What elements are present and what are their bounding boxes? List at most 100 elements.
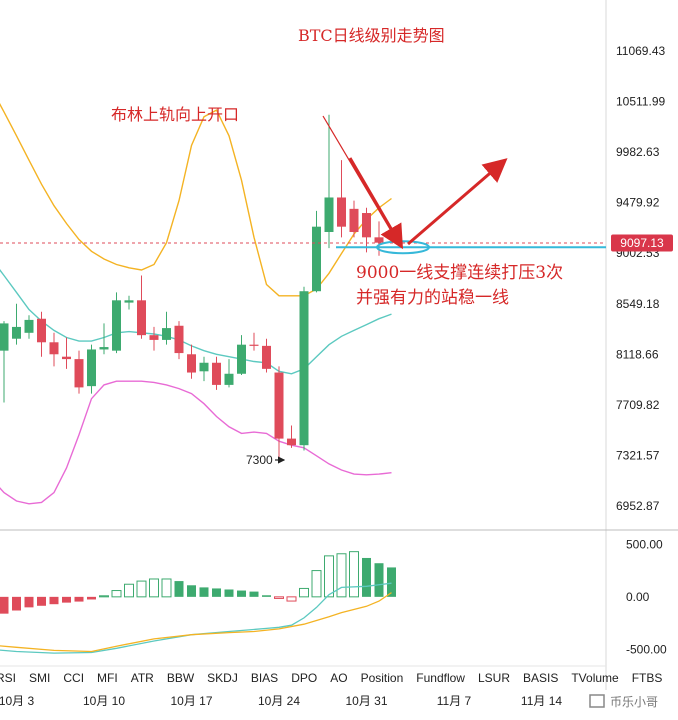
indicator-tabs[interactable]: RSI SMI CCI MFI ATR BBW SKDJ BIAS DPO AO Position F… — [0, 671, 662, 685]
price-tick-label: 6952.87 — [616, 499, 660, 513]
candle-body — [149, 335, 159, 340]
bollinger-note: 布林上轨向上开口 — [111, 105, 239, 124]
histogram-bar — [212, 588, 221, 597]
histogram-bar — [299, 587, 309, 598]
indicator-histogram — [0, 551, 396, 614]
indicator-tab[interactable]: AO — [330, 671, 347, 685]
candle-body — [199, 362, 209, 372]
indicator-tab[interactable]: BIAS — [251, 671, 278, 685]
indicator-lines — [0, 582, 392, 654]
candle-body — [12, 326, 21, 339]
indicator-tab[interactable]: SKDJ — [207, 671, 238, 685]
indicator-tab[interactable]: MFI — [97, 671, 118, 685]
histogram-bar — [74, 596, 84, 602]
watermark-text: 币乐小哥 — [610, 695, 658, 709]
candle-body — [362, 213, 371, 238]
time-tick-label: 10月 31 — [345, 694, 387, 708]
candle-body — [349, 208, 359, 232]
price-tick-label: 11069.43 — [616, 44, 665, 58]
price-axis-ticks: 11069.4310511.999982.639479.929002.53854… — [616, 44, 665, 513]
candle-body — [74, 359, 84, 388]
price-tick-label: 9479.92 — [616, 196, 660, 210]
histogram-bar — [274, 596, 284, 599]
histogram-bar — [286, 596, 297, 602]
price-tick-label: 8118.66 — [616, 347, 659, 361]
histogram-bar — [136, 580, 147, 598]
indicator-tab[interactable]: BASIS — [523, 671, 558, 685]
candle-body — [299, 291, 309, 446]
histogram-bar — [99, 595, 109, 598]
indicator-tab[interactable]: RSI — [0, 671, 16, 685]
time-tick-label: 10月 24 — [258, 694, 300, 708]
indicator-tab[interactable]: DPO — [291, 671, 317, 685]
candle-body — [312, 226, 321, 292]
candle-body — [0, 323, 9, 351]
time-axis-ticks: 10月 3 10月 10 10月 17 10月 24 10月 31 11月 7 11月 14 — [0, 694, 562, 708]
indicator-line-fast — [0, 582, 392, 654]
price-tick-label: 7321.57 — [616, 449, 660, 463]
candle-body — [262, 345, 271, 369]
bollinger-lower-band — [0, 380, 392, 505]
histogram-bar — [24, 596, 34, 608]
histogram-bar — [49, 596, 59, 605]
indicator-tab[interactable]: LSUR — [478, 671, 510, 685]
histogram-bar — [37, 596, 46, 606]
current-price-label: 9097.13 — [620, 236, 664, 250]
indicator-line-slow — [0, 592, 392, 653]
indicator-tab[interactable]: Position — [361, 671, 404, 685]
histogram-bar — [187, 585, 196, 597]
candle-body — [37, 318, 46, 343]
histogram-bar — [374, 563, 384, 597]
candle-body — [49, 342, 59, 355]
candle-body — [287, 438, 296, 446]
time-tick-label: 10月 10 — [83, 694, 125, 708]
time-tick-label: 10月 17 — [170, 694, 212, 708]
histogram-tick-label: 0.00 — [626, 590, 650, 604]
chart-title: BTC日线级别走势图 — [298, 26, 445, 45]
histogram-bar — [0, 596, 9, 614]
current-price-tag — [611, 234, 673, 252]
indicator-tab[interactable]: FTBS — [632, 671, 663, 685]
price-tick-label: 10511.99 — [616, 94, 665, 108]
indicator-tab[interactable]: BBW — [167, 671, 195, 685]
time-tick-label: 10月 3 — [0, 694, 35, 708]
histogram-bar — [62, 596, 71, 603]
histogram-bar — [124, 583, 134, 598]
histogram-bar — [161, 578, 172, 598]
candle-body — [249, 344, 259, 346]
histogram-bar — [149, 578, 159, 598]
candle-body — [212, 362, 221, 385]
histogram-bar — [249, 591, 259, 597]
support-note-line2: 并强有力的站稳一线 — [356, 288, 509, 308]
histogram-bar — [199, 587, 209, 597]
histogram-bar — [12, 596, 21, 611]
support-note-line1: 9000一线支撑连续打压3次 — [356, 263, 563, 283]
histogram-bar — [237, 590, 246, 597]
down-arrow — [348, 157, 404, 250]
indicator-tab[interactable]: SMI — [29, 671, 50, 685]
histogram-bar — [387, 567, 396, 597]
candle-body — [99, 347, 109, 350]
histogram-bar — [324, 555, 334, 598]
candlesticks — [0, 114, 384, 459]
price-tick-label: 9982.63 — [616, 145, 660, 159]
histogram-axis-ticks: 500.00 0.00 -500.00 — [626, 537, 667, 656]
indicator-tab[interactable]: TVolume — [571, 671, 619, 685]
candle-body — [62, 356, 71, 360]
histogram-bar — [174, 581, 184, 597]
indicator-tab[interactable]: ATR — [131, 671, 154, 685]
low-price-label: 7300 — [246, 453, 273, 467]
indicator-tab[interactable]: CCI — [63, 671, 84, 685]
candle-body — [162, 328, 171, 340]
candle-body — [112, 300, 121, 351]
indicator-tab[interactable]: Fundflow — [416, 671, 465, 685]
candle-body — [87, 349, 96, 387]
candle-body — [137, 300, 146, 336]
price-tick-label: 8549.18 — [616, 297, 660, 311]
histogram-bar — [111, 590, 122, 598]
histogram-bar — [311, 570, 322, 598]
price-tick-label: 7709.82 — [616, 398, 660, 412]
histogram-bar — [224, 589, 234, 597]
